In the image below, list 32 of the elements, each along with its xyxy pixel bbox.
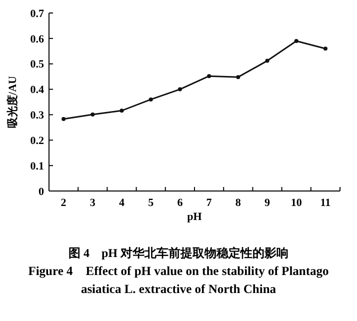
text: Figure 4 Effect of pH value on the stability of Plantago asiatica L. extractive of North China	[27, 263, 330, 298]
x-tick-label: 5	[148, 197, 154, 209]
x-tick-label: 11	[320, 197, 331, 209]
y-tick-label: 0.7	[30, 8, 44, 20]
y-tick-label: 0	[38, 186, 44, 198]
point	[265, 58, 270, 63]
point	[148, 97, 153, 102]
y-tick-label: 0.1	[30, 160, 44, 172]
x-tick-label: 8	[235, 197, 242, 209]
point	[294, 38, 298, 43]
y-tick-label: 0.2	[30, 134, 44, 147]
point	[323, 46, 328, 51]
point	[62, 117, 66, 122]
x-tick-label: 7	[206, 197, 212, 209]
x-tick-label: 3	[90, 197, 96, 209]
x-axis-title: pH	[187, 211, 202, 223]
point	[90, 112, 95, 116]
y-tick-label: 0.6	[30, 33, 44, 46]
y-tick-label: 0.5	[30, 58, 44, 71]
y-tick-label: 0.4	[30, 84, 44, 96]
x-tick-label: 6	[177, 197, 184, 209]
x-tick-label: 4	[119, 197, 125, 209]
point	[236, 75, 240, 80]
y-axis-title: 吸光度/AU	[6, 76, 19, 128]
text: 图 4 pH 对华北车前提取物稳定性的影响	[68, 246, 289, 260]
x-tick-label: 10	[290, 197, 302, 209]
point	[178, 87, 182, 92]
x-tick-label: 2	[60, 197, 67, 209]
point	[207, 74, 212, 78]
x-tick-label: 9	[264, 197, 270, 209]
y-tick-label: 0.3	[30, 110, 44, 122]
point	[120, 108, 124, 113]
